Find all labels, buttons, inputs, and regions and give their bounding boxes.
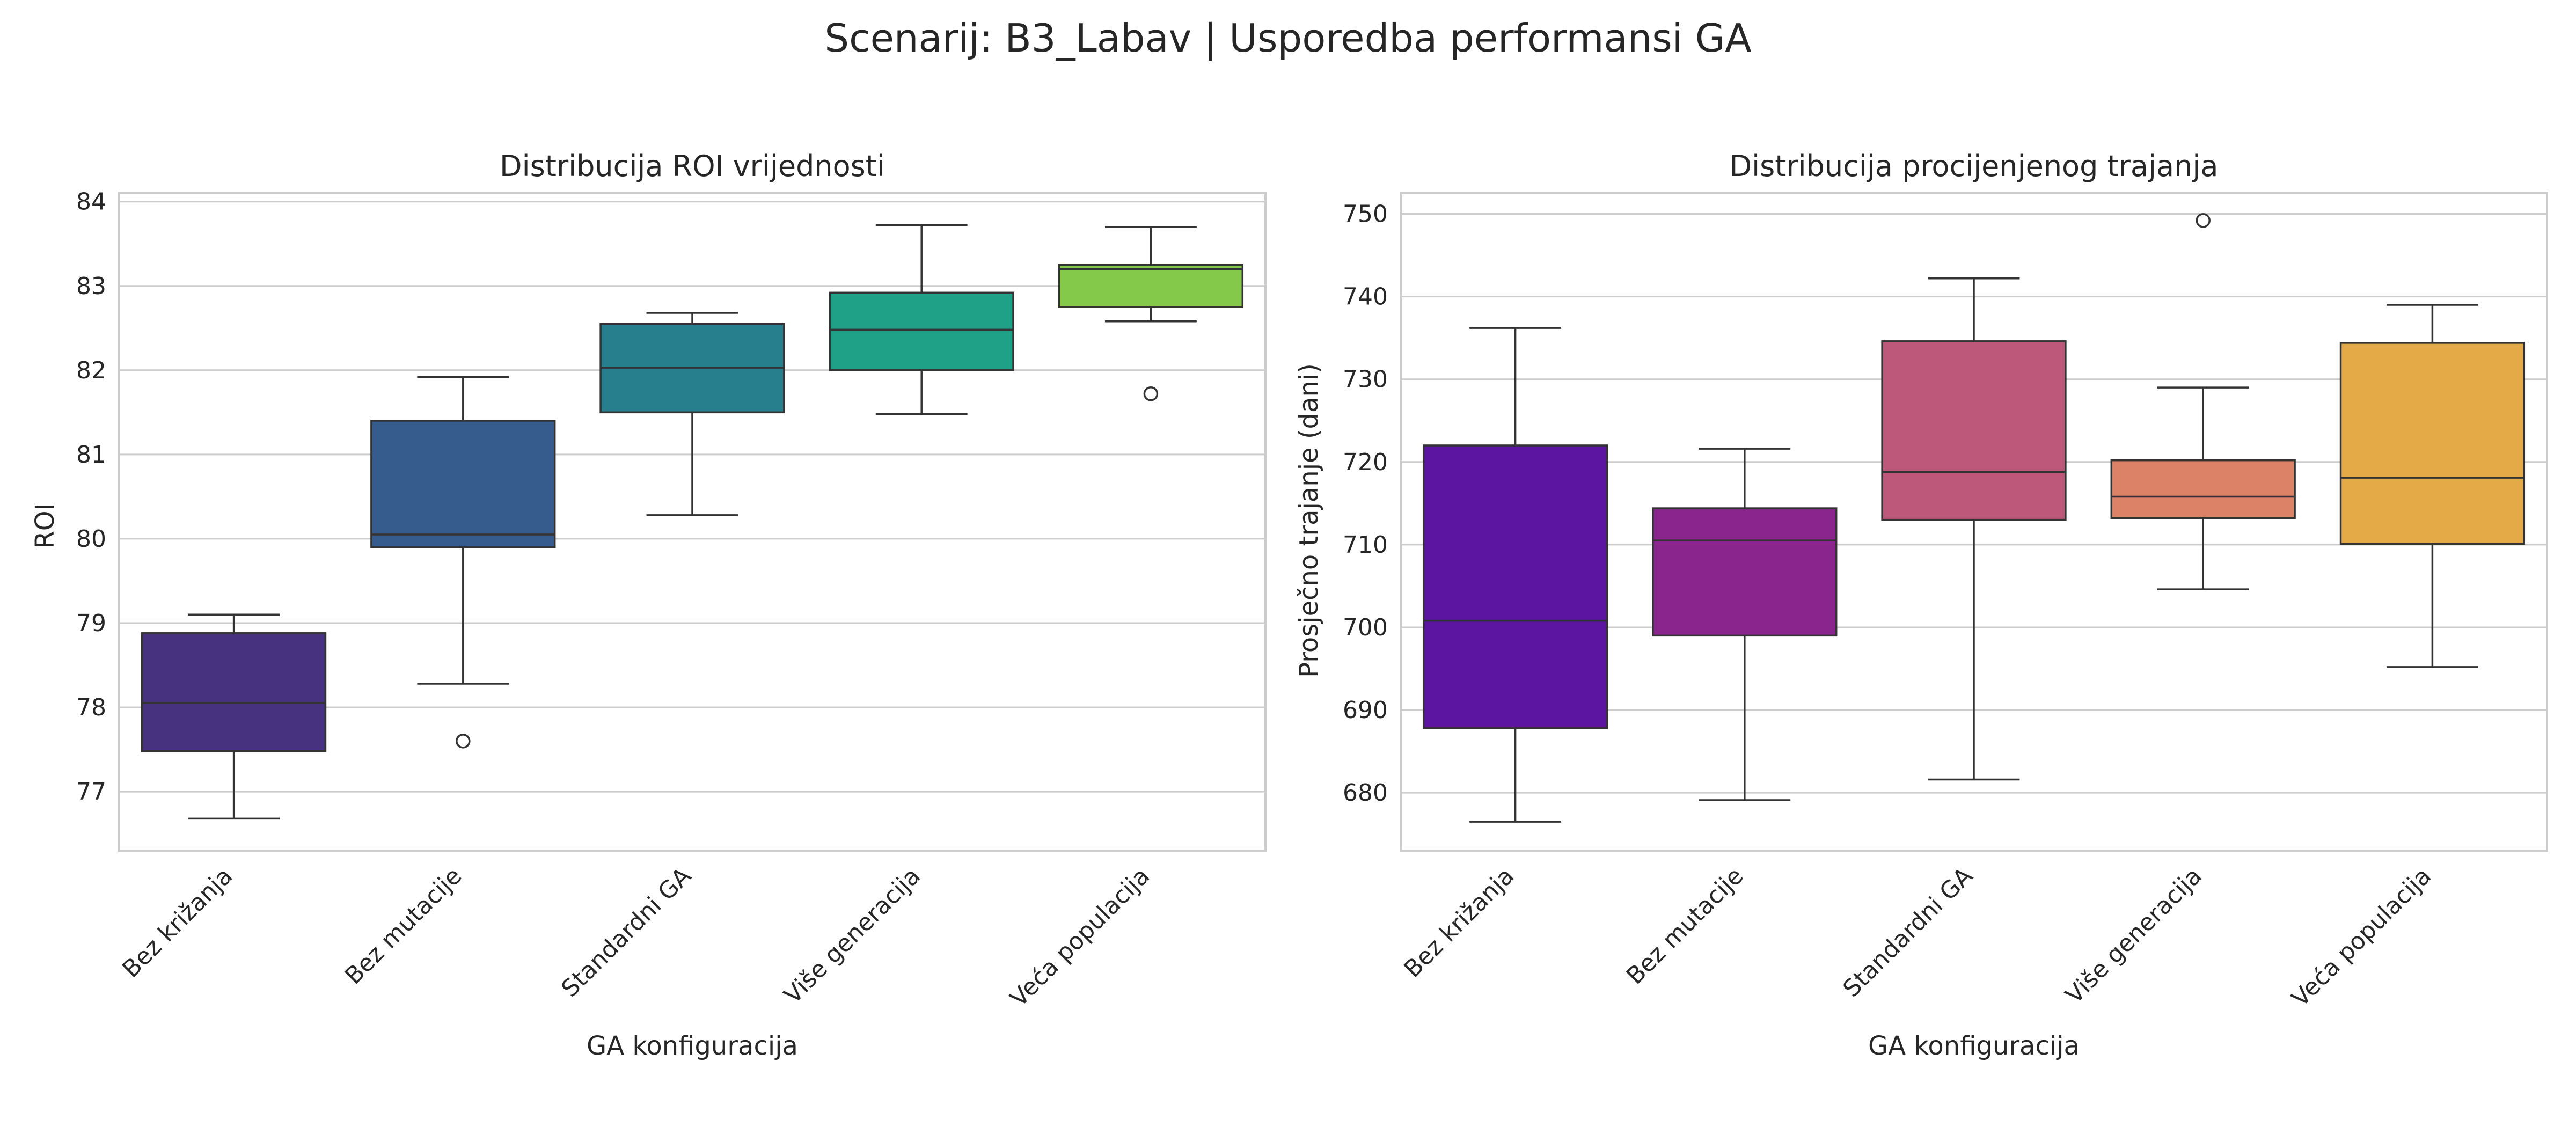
duration-y-tick-label: 690 (1343, 697, 1388, 724)
box-iqr (829, 291, 1014, 371)
roi-y-ticks: 77 78 79 80 81 82 83 84 (76, 188, 106, 806)
duration-y-tick-label: 730 (1343, 366, 1388, 393)
roi-box-standardni-ga (599, 312, 785, 516)
box-iqr (2339, 342, 2526, 545)
duration-x-tick-label: Više generacija (2060, 862, 2207, 1009)
figure-title: Scenarij: B3_Labav | Usporedba performan… (824, 16, 1751, 61)
roi-y-tick-label: 79 (76, 610, 106, 637)
duration-chart-title: Distribucija procijenjenog trajanja (1730, 149, 2219, 183)
duration-chart: Distribucija procijenjenog trajanja GA k… (1294, 149, 2548, 1061)
roi-y-tick-label: 78 (76, 694, 106, 721)
outlier-point (456, 734, 471, 749)
box-iqr (141, 632, 327, 752)
duration-x-tick-label: Veća populacija (2287, 862, 2437, 1013)
outlier-point (2196, 213, 2211, 228)
box-iqr (1881, 340, 2067, 521)
roi-x-tick-label: Bez križanja (117, 862, 238, 983)
roi-chart: Distribucija ROI vrijednosti GA konfigur… (30, 149, 1267, 1061)
roi-box-bez-mutacije (370, 376, 556, 749)
duration-box-standardni-ga (1881, 277, 2067, 781)
duration-x-tick-label: Bez križanja (1399, 862, 1519, 983)
duration-chart-xlabel: GA konfiguracija (1868, 1031, 2080, 1061)
roi-y-tick-label: 81 (76, 441, 106, 469)
duration-y-tick-label: 750 (1343, 201, 1388, 228)
roi-y-tick-label: 80 (76, 525, 106, 553)
duration-y-tick-label: 680 (1343, 779, 1388, 807)
duration-boxes (1422, 213, 2526, 823)
roi-plot-frame (118, 192, 1267, 852)
duration-box-bez-krizanja (1422, 327, 1608, 823)
roi-x-tick-label: Veća populacija (1005, 862, 1155, 1013)
roi-y-tick-label: 84 (76, 188, 106, 216)
roi-box-veca-populacija (1058, 226, 1244, 401)
duration-box-veca-populacija (2339, 304, 2526, 668)
outlier-point (1143, 386, 1159, 401)
roi-y-tick-label: 77 (76, 778, 106, 806)
roi-x-ticks: Bez križanja Bez mutacije Standardni GA Viš… (117, 862, 1155, 1013)
duration-y-tick-label: 700 (1343, 614, 1388, 641)
box-iqr (1652, 507, 1838, 637)
box-iqr (370, 420, 556, 548)
roi-box-bez-krizanja (141, 613, 327, 820)
roi-chart-xlabel: GA konfiguracija (587, 1031, 798, 1061)
duration-x-tick-label: Bez mutacije (1621, 862, 1749, 990)
duration-x-tick-label: Standardni GA (1838, 862, 1978, 1002)
roi-chart-title: Distribucija ROI vrijednosti (500, 149, 885, 183)
roi-x-tick-label: Standardni GA (557, 862, 697, 1002)
roi-box-vise-generacija (829, 224, 1014, 415)
duration-y-tick-label: 710 (1343, 531, 1388, 559)
roi-y-tick-label: 83 (76, 273, 106, 300)
duration-box-vise-generacija (2110, 213, 2296, 590)
duration-y-tick-label: 740 (1343, 283, 1388, 311)
roi-x-tick-label: Više generacija (779, 862, 926, 1009)
roi-y-tick-label: 82 (76, 357, 106, 384)
duration-box-bez-mutacije (1652, 448, 1838, 801)
duration-plot-frame (1400, 192, 2548, 852)
roi-boxes (141, 224, 1244, 820)
box-iqr (2110, 459, 2296, 519)
roi-chart-ylabel: ROI (30, 503, 60, 548)
duration-x-ticks: Bez križanja Bez mutacije Standardni GA Viš… (1399, 862, 2436, 1013)
duration-chart-ylabel: Prosječno trajanje (dani) (1294, 363, 1324, 678)
box-iqr (1422, 444, 1608, 729)
box-iqr (1058, 264, 1244, 308)
roi-x-tick-label: Bez mutacije (340, 862, 467, 990)
duration-y-tick-label: 720 (1343, 449, 1388, 476)
duration-y-ticks: 680 690 700 710 720 730 740 750 (1343, 201, 1388, 807)
